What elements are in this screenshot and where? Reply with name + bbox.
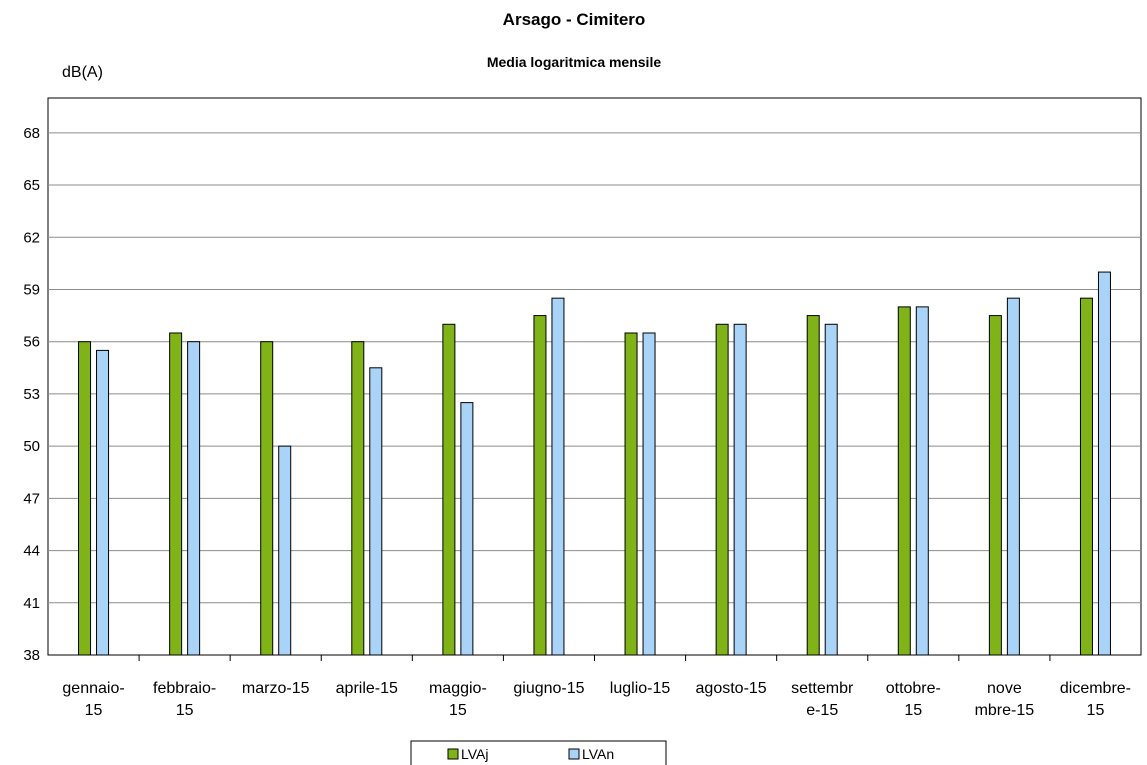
plot-area <box>47 97 1142 656</box>
x-tick-label: febbraio- <box>153 680 216 697</box>
bar-lvan <box>1006 297 1020 656</box>
x-tick-label: mbre-15 <box>975 702 1035 719</box>
bar-lvaj <box>897 306 911 656</box>
x-tick-label: marzo-15 <box>242 680 310 697</box>
y-tick-label: 65 <box>23 177 40 194</box>
x-tick-label: luglio-15 <box>610 680 671 697</box>
x-tick-label: 15 <box>85 702 103 719</box>
y-tick-label: 56 <box>23 334 40 351</box>
bar-lvaj <box>988 315 1002 656</box>
bar-lvan <box>551 297 565 656</box>
legend-swatch-lvan <box>568 748 580 760</box>
legend-swatch-lvaj <box>447 748 459 760</box>
bar-lvaj <box>351 341 365 656</box>
bar-lvaj <box>715 323 729 656</box>
bar-lvaj <box>533 315 547 656</box>
x-tick-label: 15 <box>449 702 467 719</box>
y-tick-label: 47 <box>23 490 40 507</box>
bar-lvan <box>642 332 656 656</box>
bar-lvaj <box>260 341 274 656</box>
chart-subtitle: Media logaritmica mensile <box>487 54 661 70</box>
x-tick-label: e-15 <box>806 702 838 719</box>
y-tick-label: 59 <box>23 281 40 298</box>
bar-lvan <box>1097 271 1111 656</box>
x-tick-label: aprile-15 <box>336 680 398 697</box>
chart-title: Arsago - Cimitero <box>503 10 646 29</box>
legend: LVAj LVAn <box>410 740 667 765</box>
y-tick-label: 38 <box>23 647 40 664</box>
x-tick-label: settembr <box>791 680 854 697</box>
bar-lvan <box>460 402 474 656</box>
x-tick-label: 15 <box>176 702 194 719</box>
bar-lvan <box>915 306 929 656</box>
x-tick-label: 15 <box>1087 702 1105 719</box>
legend-label-lvan: LVAn <box>582 746 614 762</box>
bar-lvan <box>96 349 110 656</box>
bar-lvaj <box>806 315 820 656</box>
bar-lvan <box>278 445 292 656</box>
y-tick-label: 44 <box>23 543 40 560</box>
x-tick-label: giugno-15 <box>513 680 584 697</box>
legend-label-lvaj: LVAj <box>461 746 489 762</box>
x-tick-label: agosto-15 <box>696 680 767 697</box>
bar-lvaj <box>78 341 92 656</box>
bar-lvaj <box>442 323 456 656</box>
axes: 38 41 44 47 50 53 56 59 62 65 68 gennaio- 15 febbraio… <box>23 125 1141 719</box>
bar-lvaj <box>1079 297 1093 656</box>
y-tick-label: 62 <box>23 229 40 246</box>
x-tick-label: 15 <box>904 702 922 719</box>
y-tick-label: 53 <box>23 386 40 403</box>
x-tick-label: gennaio- <box>62 680 124 697</box>
x-tick-label: dicembre- <box>1060 680 1131 697</box>
bar-lvan <box>369 367 383 656</box>
bar-lvan <box>733 323 747 656</box>
y-tick-label: 41 <box>23 595 40 612</box>
y-tick-label: 68 <box>23 125 40 142</box>
bar-lvan <box>824 323 838 656</box>
bar-lvaj <box>624 332 638 656</box>
bars <box>78 271 1111 656</box>
bar-lvaj <box>169 332 183 656</box>
x-tick-label: maggio- <box>429 680 487 697</box>
bar-lvan <box>187 341 201 656</box>
y-tick-label: 50 <box>23 438 40 455</box>
x-tick-label: nove <box>987 680 1022 697</box>
y-axis-label: dB(A) <box>62 64 103 81</box>
x-tick-label: ottobre- <box>886 680 941 697</box>
gridlines <box>48 132 1141 604</box>
